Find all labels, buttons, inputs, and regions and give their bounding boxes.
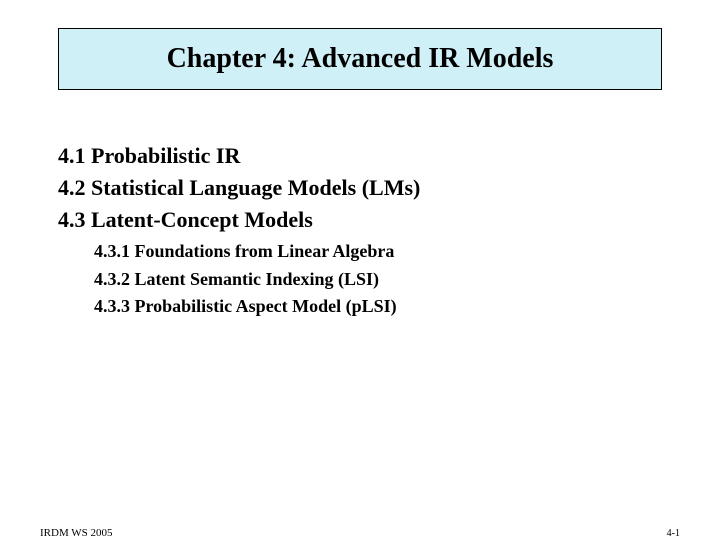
footer-left: IRDM WS 2005	[40, 527, 113, 539]
section-4-2: 4.2 Statistical Language Models (LMs)	[58, 172, 420, 204]
subsection-4-3-2: 4.3.2 Latent Semantic Indexing (LSI)	[94, 266, 420, 294]
chapter-title: Chapter 4: Advanced IR Models	[167, 43, 554, 75]
subsection-block: 4.3.1 Foundations from Linear Algebra 4.…	[58, 238, 420, 322]
outline: 4.1 Probabilistic IR 4.2 Statistical Lan…	[58, 140, 420, 321]
footer-page-number: 4-1	[667, 528, 680, 539]
subsection-4-3-3: 4.3.3 Probabilistic Aspect Model (pLSI)	[94, 293, 420, 321]
title-box: Chapter 4: Advanced IR Models	[58, 28, 662, 90]
section-4-3: 4.3 Latent-Concept Models	[58, 204, 420, 236]
subsection-4-3-1: 4.3.1 Foundations from Linear Algebra	[94, 238, 420, 266]
slide: Chapter 4: Advanced IR Models 4.1 Probab…	[0, 0, 720, 557]
section-4-1: 4.1 Probabilistic IR	[58, 140, 420, 172]
